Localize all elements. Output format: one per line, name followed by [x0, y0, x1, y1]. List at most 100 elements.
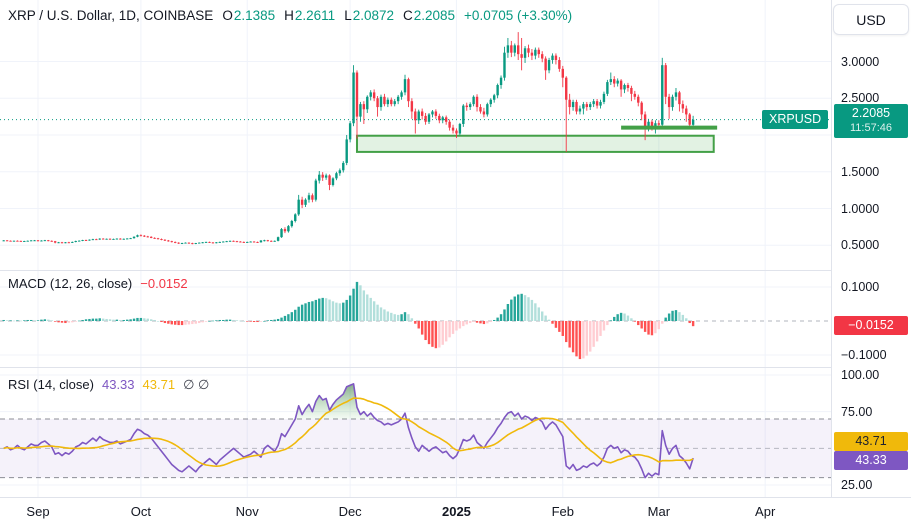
candle-body — [9, 240, 12, 242]
candle-body — [239, 241, 242, 243]
currency-toggle-button[interactable]: USD — [833, 4, 909, 35]
candle-body — [657, 123, 661, 125]
candle-body — [393, 101, 396, 105]
macd-bar — [201, 321, 204, 323]
candle-body — [613, 79, 616, 84]
macd-bar — [60, 321, 64, 323]
macd-bar — [366, 294, 369, 321]
macd-bar — [582, 321, 585, 359]
macd-bar — [619, 312, 623, 321]
macd-bar — [177, 321, 180, 326]
ohlc-open: O 2.1385 — [222, 8, 276, 23]
macd-bar — [235, 320, 239, 321]
candle-body — [307, 195, 311, 200]
macd-bar — [599, 321, 602, 336]
macd-bar — [671, 310, 674, 321]
candle-body — [263, 240, 266, 242]
macd-bar — [489, 321, 492, 323]
macd-bar — [348, 295, 352, 321]
candle-body — [475, 96, 479, 108]
candle-body — [664, 65, 667, 97]
candle-body — [369, 92, 372, 97]
macd-title[interactable]: MACD (12, 26, close) — [8, 276, 133, 291]
candle-body — [222, 241, 225, 243]
candle-body — [129, 238, 132, 240]
pane-separator-macd-rsi[interactable] — [0, 367, 911, 368]
candle-body — [661, 65, 664, 125]
candle-body — [568, 99, 571, 108]
candle-body — [26, 240, 29, 242]
macd-bar — [29, 319, 33, 321]
candle-body — [256, 241, 259, 243]
macd-bar — [513, 296, 516, 321]
chart-canvas[interactable] — [0, 0, 831, 497]
candle-body — [643, 114, 647, 128]
candle-body — [561, 68, 564, 78]
macd-bar — [578, 321, 582, 360]
macd-bar — [376, 304, 379, 321]
macd-bar — [129, 319, 132, 321]
candle-body — [115, 238, 119, 240]
macd-bar — [506, 304, 510, 321]
candle-body — [688, 114, 691, 125]
price-tick: 1.0000 — [841, 201, 880, 216]
time-axis[interactable]: Sep Oct Nov Dec 2025 Feb Mar Apr — [0, 497, 911, 525]
macd-bar — [239, 320, 242, 322]
candle-body — [167, 240, 170, 242]
candle-body — [50, 240, 53, 242]
candle-body — [43, 240, 47, 242]
candle-body — [170, 241, 173, 243]
pane-separator-main-macd[interactable] — [0, 270, 911, 271]
candle-body — [215, 242, 218, 244]
candle-body — [74, 240, 77, 242]
symbol-title[interactable]: XRP / U.S. Dollar, 1D, COINBASE — [8, 8, 214, 23]
candle-body — [149, 236, 153, 238]
macd-bar — [122, 319, 125, 321]
macd-bar — [53, 321, 57, 322]
macd-bar — [287, 314, 290, 321]
macd-bar — [242, 321, 245, 322]
macd-bar — [119, 319, 122, 321]
price-axis[interactable]: 3.00002.50001.50001.00000.50000.10000.00… — [831, 0, 911, 497]
time-axis-label-nov: Nov — [235, 504, 259, 519]
macd-bar — [228, 319, 232, 321]
candle-body — [328, 175, 331, 185]
candle-body — [266, 240, 270, 242]
candle-body — [156, 238, 160, 240]
rsi-tick: 25.00 — [841, 478, 873, 492]
rsi-title[interactable]: RSI (14, close) — [8, 377, 94, 392]
macd-bar — [667, 313, 671, 321]
candle-body — [420, 111, 424, 116]
macd-bar — [643, 321, 647, 332]
rsi-tick: 100.00 — [841, 368, 880, 382]
ohlc-close: C 2.2085 — [403, 8, 456, 23]
macd-bar — [290, 312, 294, 321]
macd-bar — [678, 312, 681, 321]
macd-bar — [252, 321, 256, 323]
candle-body — [616, 80, 619, 84]
candle-body — [40, 240, 43, 242]
candle-body — [290, 220, 294, 227]
macd-bar — [475, 321, 479, 323]
macd-bar — [324, 298, 328, 321]
macd-bar — [616, 314, 619, 321]
candle-body — [496, 85, 499, 96]
candle-body — [16, 240, 19, 242]
candle-body — [235, 241, 239, 243]
candle-body — [246, 241, 249, 243]
macd-bar — [26, 319, 29, 321]
candle-body — [678, 92, 681, 105]
support-zone-rectangle[interactable] — [355, 134, 715, 153]
candle-body — [619, 80, 623, 90]
candle-body — [88, 239, 91, 241]
candle-body — [444, 117, 448, 122]
macd-bar — [362, 290, 366, 321]
macd-bar — [444, 321, 448, 342]
macd-bar — [263, 321, 266, 322]
ohlc-high: H 2.2611 — [284, 8, 336, 23]
macd-bar — [167, 321, 170, 324]
macd-bar — [565, 321, 568, 343]
candle-body — [366, 96, 369, 110]
candle-body — [139, 235, 143, 237]
